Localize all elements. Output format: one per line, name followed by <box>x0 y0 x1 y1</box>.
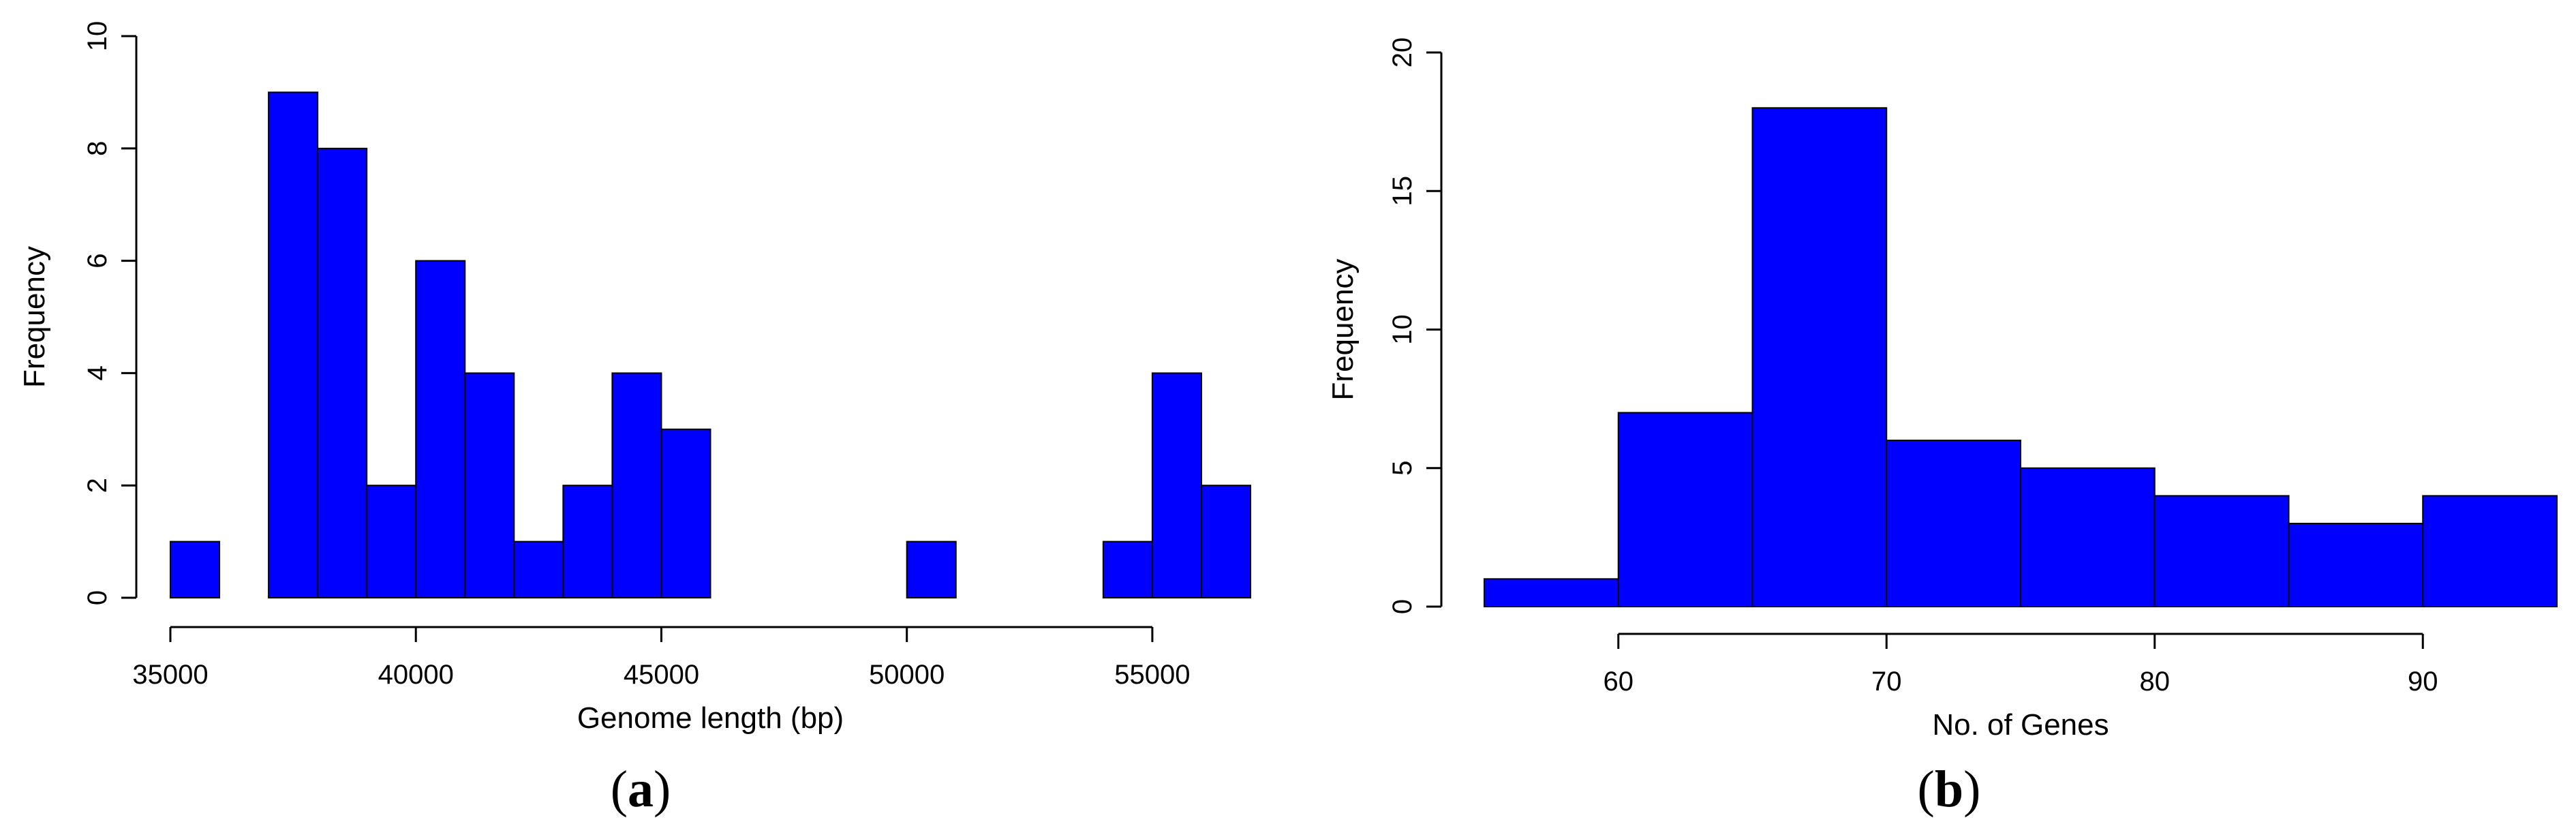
y-tick-label: 2 <box>82 478 112 493</box>
y-tick-label: 4 <box>82 365 112 380</box>
x-tick-label: 40000 <box>378 660 454 690</box>
histogram-bar <box>2422 495 2558 608</box>
histogram-bar <box>611 372 662 599</box>
panel-a-label: (a) <box>611 761 671 818</box>
histogram-bar <box>415 260 466 598</box>
y-tick-label: 10 <box>82 21 112 52</box>
histogram-bar <box>2020 467 2156 607</box>
y-tick-label: 0 <box>1387 599 1417 614</box>
histogram-bar <box>464 372 515 599</box>
histogram-bar <box>1484 578 1619 607</box>
histogram-bar <box>268 91 319 598</box>
y-tick-label: 20 <box>1387 37 1417 68</box>
histogram-bar <box>170 541 221 598</box>
y-tick-label: 6 <box>82 253 112 268</box>
x-axis-title: No. of Genes <box>1932 708 2109 742</box>
x-tick-label: 80 <box>2140 667 2171 697</box>
x-tick-label: 50000 <box>869 660 945 690</box>
x-tick-label: 60 <box>1604 667 1634 697</box>
x-tick-label: 35000 <box>132 660 208 690</box>
y-tick-label: 15 <box>1387 176 1417 207</box>
histogram-bar <box>660 428 711 598</box>
histogram-bar <box>366 485 417 599</box>
x-tick-label: 70 <box>1871 667 1902 697</box>
histogram-bar <box>906 541 957 598</box>
histogram-bar <box>1102 541 1153 598</box>
histogram-bar <box>1751 107 1888 608</box>
y-axis-title: Frequency <box>18 246 51 388</box>
histogram-bar <box>1617 412 1753 607</box>
histogram-bar <box>513 541 564 598</box>
y-axis-title: Frequency <box>1326 259 1360 401</box>
histogram-bar <box>317 147 368 599</box>
histogram-bar <box>1151 372 1202 599</box>
y-tick-label: 0 <box>82 590 112 605</box>
histogram-bar <box>2288 523 2424 607</box>
histogram-bar <box>1886 440 2021 607</box>
y-tick-label: 8 <box>82 141 112 156</box>
panel-b-gene-count-histogram: 60 70 80 90 0 5 10 15 20 No. of Genes Frequency <box>1326 37 2558 742</box>
x-tick-label: 90 <box>2408 667 2438 697</box>
panel-a-genome-length-histogram: 35000 40000 45000 50000 55000 0 2 4 6 8 10 Genome l… <box>18 21 1252 735</box>
histogram-bar <box>562 485 613 599</box>
panel-b-label: (b) <box>1918 761 1981 818</box>
x-tick-label: 55000 <box>1114 660 1190 690</box>
histogram-bar <box>1200 485 1252 599</box>
histogram-bar <box>2153 495 2290 608</box>
y-tick-label: 10 <box>1387 314 1417 345</box>
y-tick-label: 5 <box>1387 461 1417 476</box>
x-axis-title: Genome length (bp) <box>577 701 844 735</box>
x-tick-label: 45000 <box>624 660 699 690</box>
